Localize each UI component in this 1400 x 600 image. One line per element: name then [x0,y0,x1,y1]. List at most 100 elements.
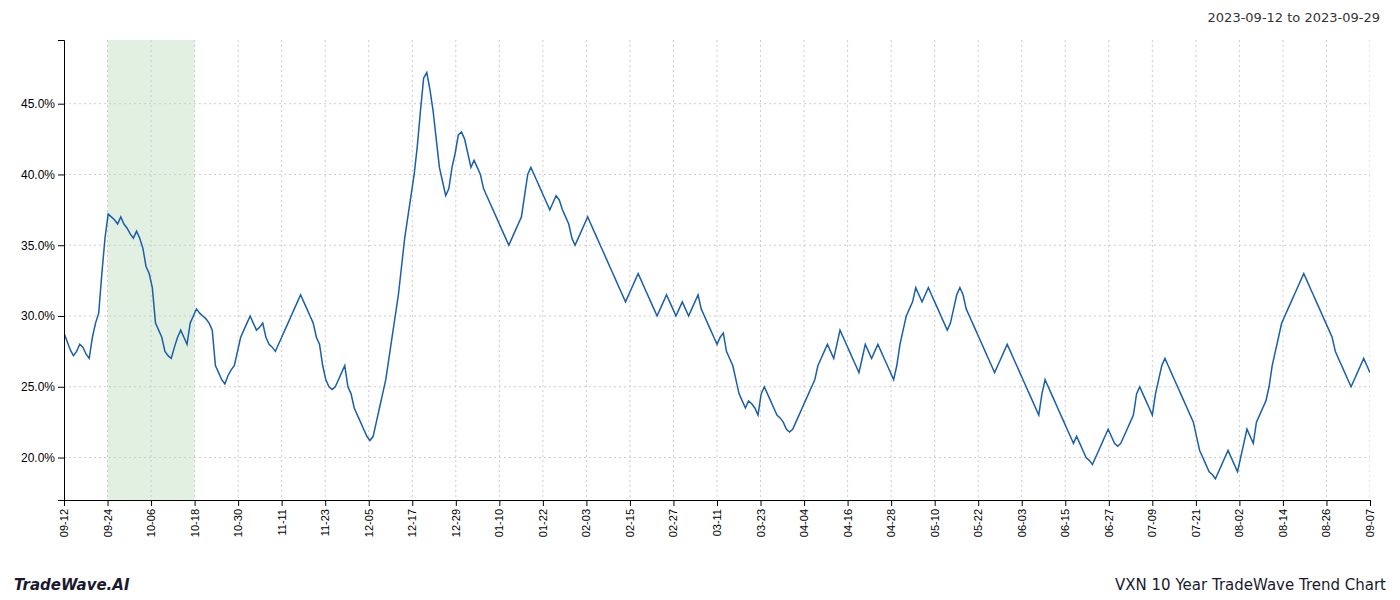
x-tick: 01-22 [537,500,549,537]
y-tick: 40.0% [21,168,64,182]
x-tick-mark [717,500,718,506]
grid-line-y [64,457,1370,458]
grid-line-x [586,40,587,500]
x-tick-mark [238,500,239,506]
grid-line-x [629,40,630,500]
x-tick: 03-11 [711,500,723,536]
x-tick-label: 11-11 [276,509,288,536]
y-tick-label: 20.0% [21,451,55,465]
x-tick-mark [848,500,849,506]
x-tick-mark [456,500,457,506]
y-tick-mark [58,316,64,317]
x-tick-label: 05-10 [929,509,941,537]
x-tick: 12-05 [363,500,375,537]
x-tick-label: 02-03 [580,509,592,537]
x-tick-mark [325,500,326,506]
x-tick: 12-17 [406,500,418,537]
x-tick-mark [1022,500,1023,506]
grid-line-x [281,40,282,500]
x-tick-mark [282,500,283,506]
y-tick: 45.0% [21,97,64,111]
grid-line-x [368,40,369,500]
x-tick-mark [1152,500,1153,506]
grid-line-x [325,40,326,500]
x-tick-label: 10-06 [145,509,157,537]
grid-line-x [1282,40,1283,500]
x-tick-label: 02-15 [624,509,636,537]
x-tick-mark [1065,500,1066,506]
plot-area: 09-1209-2410-0610-1810-3011-1111-2312-05… [21,40,1376,537]
x-tick: 02-27 [667,500,679,537]
x-tick-mark [499,500,500,506]
grid-line-x [194,40,195,500]
x-tick-mark [761,500,762,506]
y-tick: 35.0% [21,239,64,253]
x-tick: 12-29 [450,500,462,537]
x-tick: 05-10 [929,500,941,537]
x-tick-label: 07-21 [1190,509,1202,537]
grid-line-x [107,40,108,500]
x-tick-mark [412,500,413,506]
x-tick-label: 10-30 [232,509,244,537]
x-tick-label: 12-17 [406,509,418,537]
chart: 09-1209-2410-0610-1810-3011-1111-2312-05… [0,0,1400,600]
x-tick-label: 06-15 [1059,509,1071,537]
x-tick: 04-28 [885,500,897,537]
x-axis-line [65,501,1371,507]
y-axis: 20.0% 25.0% 30.0% 35.0% 40.0% 45.0% [21,41,65,501]
x-tick-label: 10-18 [189,509,201,537]
data-layer [64,40,1370,500]
x-axis: 09-1209-2410-0610-1810-3011-1111-2312-05… [58,500,1376,537]
x-tick-mark [586,500,587,506]
grid-line-x [760,40,761,500]
y-tick-mark [58,245,64,246]
x-tick-label: 04-28 [885,509,897,537]
shaded-span [108,40,195,500]
x-tick-mark [1326,500,1327,506]
y-tick: 25.0% [21,380,64,394]
x-tick: 04-16 [842,500,854,537]
grid-line-x [1021,40,1022,500]
grid-line-x [542,40,543,500]
x-tick: 09-24 [102,500,114,537]
y-tick-mark [58,174,64,175]
x-tick-label: 08-14 [1277,509,1289,537]
x-tick: 01-10 [493,500,505,537]
x-tick: 07-09 [1146,500,1158,537]
grid-line-x [1152,40,1153,500]
y-tick-mark [58,104,64,105]
x-tick-mark [543,500,544,506]
x-tick-label: 03-23 [755,509,767,537]
x-tick-mark [151,500,152,506]
y-tick-label: 35.0% [21,239,55,253]
y-tick: 30.0% [21,309,64,323]
y-tick-label: 45.0% [21,97,55,111]
x-tick-label: 11-23 [319,509,331,536]
y-tick-label: 25.0% [21,380,55,394]
grid-line-x [499,40,500,500]
y-tick: 20.0% [21,451,64,465]
grid-line-x [934,40,935,500]
x-tick-mark [935,500,936,506]
x-tick: 10-18 [189,500,201,537]
grid-line-y [64,174,1370,175]
grid-line-x [151,40,152,500]
y-tick-label: 30.0% [21,309,55,323]
x-tick-mark [673,500,674,506]
grid-line-x [238,40,239,500]
grid-line-x [455,40,456,500]
x-tick-mark [369,500,370,506]
x-tick-mark [1370,500,1371,506]
grid-line-x [1370,40,1371,500]
grid-line-x [1065,40,1066,500]
x-tick-mark [891,500,892,506]
x-tick-mark [108,500,109,506]
x-tick-label: 01-10 [493,509,505,537]
x-tick: 06-27 [1103,500,1115,537]
subtitle: 2023-09-12 to 2023-09-29 [1208,10,1380,25]
grid-line-x [978,40,979,500]
grid-line-x [717,40,718,500]
x-tick-label: 06-03 [1016,509,1028,537]
x-tick-label: 12-29 [450,509,462,537]
y-tick-mark [58,458,64,459]
